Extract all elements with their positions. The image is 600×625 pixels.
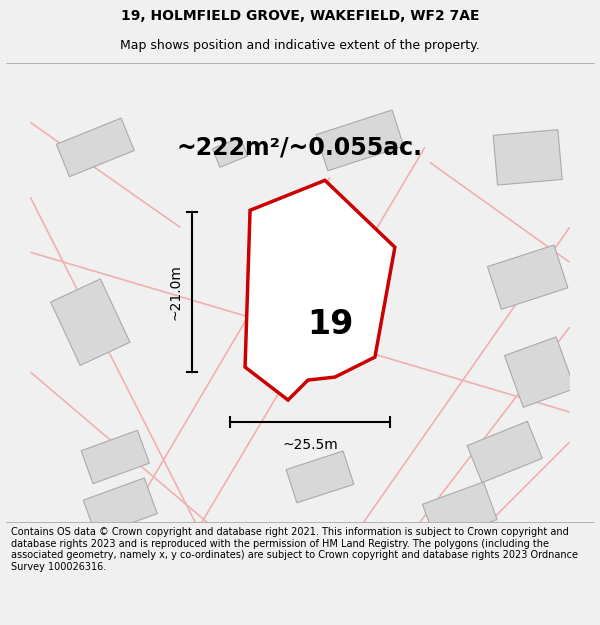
Text: ~21.0m: ~21.0m xyxy=(168,264,182,320)
Polygon shape xyxy=(286,451,354,503)
Polygon shape xyxy=(467,421,542,482)
Text: 19: 19 xyxy=(307,308,353,341)
Polygon shape xyxy=(83,478,157,536)
Polygon shape xyxy=(56,118,134,177)
Polygon shape xyxy=(245,181,395,400)
Text: ~222m²/~0.055ac.: ~222m²/~0.055ac. xyxy=(177,136,423,159)
Text: Map shows position and indicative extent of the property.: Map shows position and indicative extent… xyxy=(120,39,480,51)
Polygon shape xyxy=(488,245,568,309)
Polygon shape xyxy=(316,110,404,171)
Text: ~25.5m: ~25.5m xyxy=(282,438,338,452)
Polygon shape xyxy=(505,337,575,408)
Text: 19, HOLMFIELD GROVE, WAKEFIELD, WF2 7AE: 19, HOLMFIELD GROVE, WAKEFIELD, WF2 7AE xyxy=(121,9,479,22)
Polygon shape xyxy=(50,279,130,366)
Polygon shape xyxy=(422,482,497,542)
Polygon shape xyxy=(493,129,562,185)
Polygon shape xyxy=(81,430,149,484)
Text: Contains OS data © Crown copyright and database right 2021. This information is : Contains OS data © Crown copyright and d… xyxy=(11,527,578,572)
Polygon shape xyxy=(212,138,248,168)
